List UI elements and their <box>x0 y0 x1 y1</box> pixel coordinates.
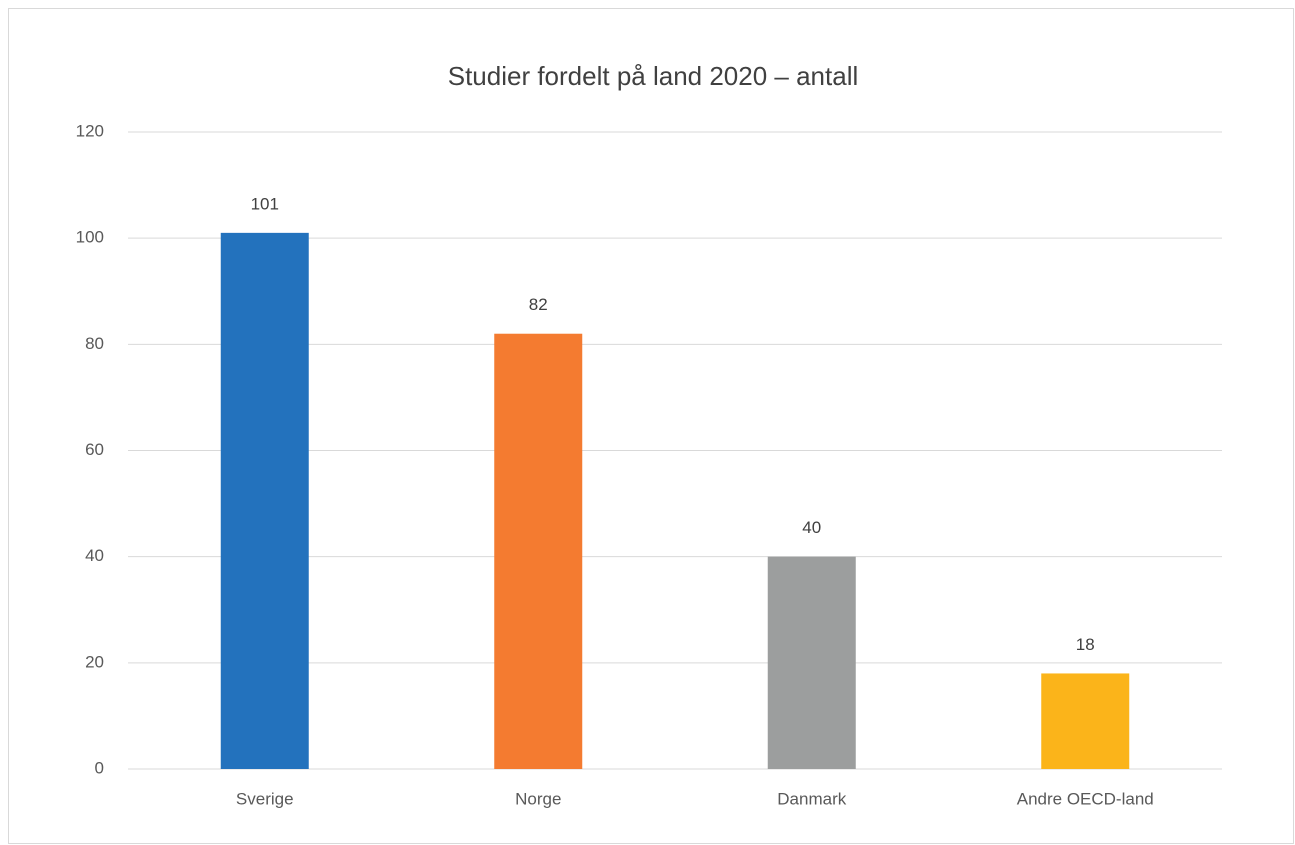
x-tick-label: Norge <box>515 789 561 808</box>
bar <box>220 232 309 769</box>
data-label: 101 <box>251 194 279 213</box>
bar <box>1041 673 1130 769</box>
bar <box>494 333 583 769</box>
y-tick-label: 100 <box>76 228 104 247</box>
chart-title: Studier fordelt på land 2020 – antall <box>448 61 859 91</box>
x-tick-label: Sverige <box>236 789 294 808</box>
y-tick-label: 60 <box>85 440 104 459</box>
y-tick-label: 40 <box>85 546 104 565</box>
data-label: 40 <box>802 518 821 537</box>
x-tick-label: Danmark <box>777 789 846 808</box>
bar <box>767 556 856 769</box>
x-tick-label: Andre OECD-land <box>1017 789 1154 808</box>
y-tick-label: 20 <box>85 652 104 671</box>
y-tick-label: 120 <box>76 121 104 140</box>
y-tick-label: 80 <box>85 334 104 353</box>
data-label: 18 <box>1076 635 1095 654</box>
y-tick-label: 0 <box>95 758 104 777</box>
data-label: 82 <box>529 295 548 314</box>
